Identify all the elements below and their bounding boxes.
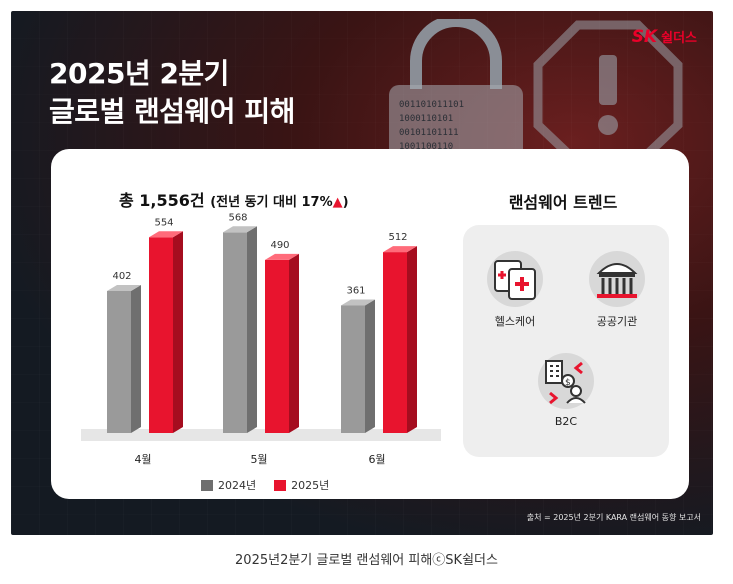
- data-label-2025년-6월: 512: [388, 232, 407, 243]
- page-title: 2025년 2분기 글로벌 랜섬웨어 피해: [49, 55, 295, 131]
- healthcare-icon: [487, 251, 543, 307]
- b2c-icon: $: [538, 353, 594, 409]
- bar-side-2024년-6월: [365, 299, 375, 433]
- data-label-2024년-4월: 402: [112, 271, 131, 282]
- trend-label-public: 공공기관: [596, 315, 638, 328]
- bar-2024년-5월: [223, 232, 247, 433]
- bar-2025년-6월: [383, 252, 407, 433]
- binary-text-3: 00101101111: [399, 128, 459, 138]
- trend-title: 랜섬웨어 트렌드: [508, 193, 618, 212]
- trend-label-b2c: B2C: [554, 415, 578, 428]
- trend-item-b2c: $ B2C: [530, 353, 602, 428]
- chart-title-close: ): [342, 195, 349, 210]
- trend-item-public: 공공기관: [577, 251, 657, 329]
- bar-top-2025년-6월: [383, 246, 417, 253]
- bar-2024년-6월: [341, 305, 365, 433]
- increase-triangle-icon: ▲: [332, 195, 343, 210]
- data-label-2025년-5월: 490: [270, 240, 289, 251]
- bar-top-2024년-6월: [341, 299, 375, 306]
- logo-sk: SK: [631, 27, 658, 47]
- bar-2025년-4월: [149, 237, 173, 433]
- data-label-2024년-5월: 568: [228, 212, 247, 223]
- chart-title-main: 총 1,556건: [119, 191, 205, 210]
- bar-2025년-5월: [265, 259, 289, 433]
- legend-swatch-2025: [274, 479, 287, 491]
- legend-swatch-2024: [201, 479, 213, 491]
- legend-label-2025: 2025년: [291, 479, 330, 492]
- bar-side-2025년-6월: [407, 246, 417, 433]
- banner: 001101011101 1000110101 00101101111 1001…: [11, 11, 713, 535]
- chart-title: 총 1,556건 (전년 동기 대비 17%▲): [119, 187, 349, 211]
- trend-label-healthcare: 헬스케어: [494, 315, 536, 328]
- padlock-icon: 001101011101 1000110101 00101101111 1001…: [389, 19, 523, 169]
- binary-text-2: 1000110101: [399, 114, 453, 124]
- bar-side-2024년-5월: [247, 226, 257, 433]
- bar-top-2024년-5월: [223, 226, 257, 233]
- bar-top-2025년-4월: [149, 231, 183, 238]
- trend-panel: 헬스케어 공공기관: [463, 225, 669, 457]
- data-label-2024년-6월: 361: [346, 285, 365, 296]
- bar-chart: 402 554 4월 568 490 5월 361 512 6월: [81, 212, 441, 466]
- binary-text-4: 1001100110: [399, 142, 453, 152]
- legend-label-2024: 2024년: [218, 479, 257, 492]
- chart-legend: 2024년 2025년: [201, 477, 329, 493]
- x-tick-label-6월: 6월: [368, 453, 385, 466]
- bar-top-2024년-4월: [107, 284, 141, 291]
- bar-side-2025년-5월: [289, 253, 299, 433]
- bar-side-2025년-4월: [173, 231, 183, 433]
- bar-2024년-4월: [107, 290, 131, 433]
- sk-shieldus-logo: SK 쉴더스: [632, 27, 697, 47]
- legend-item-2024: 2024년: [201, 477, 256, 493]
- title-line-2: 글로벌 랜섬웨어 피해: [49, 95, 295, 128]
- chart-card: 402 554 4월 568 490 5월 361 512 6월 총 1,556건 (전년 동기…: [51, 149, 689, 499]
- bar-side-2024년-4월: [131, 284, 141, 433]
- x-tick-label-4월: 4월: [134, 453, 151, 466]
- svg-text:$: $: [565, 378, 571, 388]
- public-institution-icon: [589, 251, 645, 307]
- binary-text-1: 001101011101: [399, 100, 464, 110]
- bar-top-2025년-5월: [265, 253, 299, 260]
- image-caption: 2025년2분기 글로벌 랜섬웨어 피해ⓒSK쉴더스: [235, 553, 498, 568]
- source-note: 출처 = 2025년 2분기 KARA 랜섬웨어 동향 보고서: [526, 513, 701, 522]
- legend-item-2025: 2025년: [274, 477, 329, 493]
- trend-item-healthcare: 헬스케어: [479, 251, 551, 329]
- chart-title-sub: (전년 동기 대비 17%: [210, 195, 333, 210]
- logo-name: 쉴더스: [661, 31, 697, 46]
- x-tick-label-5월: 5월: [250, 453, 267, 466]
- title-line-1: 2025년 2분기: [49, 57, 229, 90]
- data-label-2025년-4월: 554: [154, 217, 173, 228]
